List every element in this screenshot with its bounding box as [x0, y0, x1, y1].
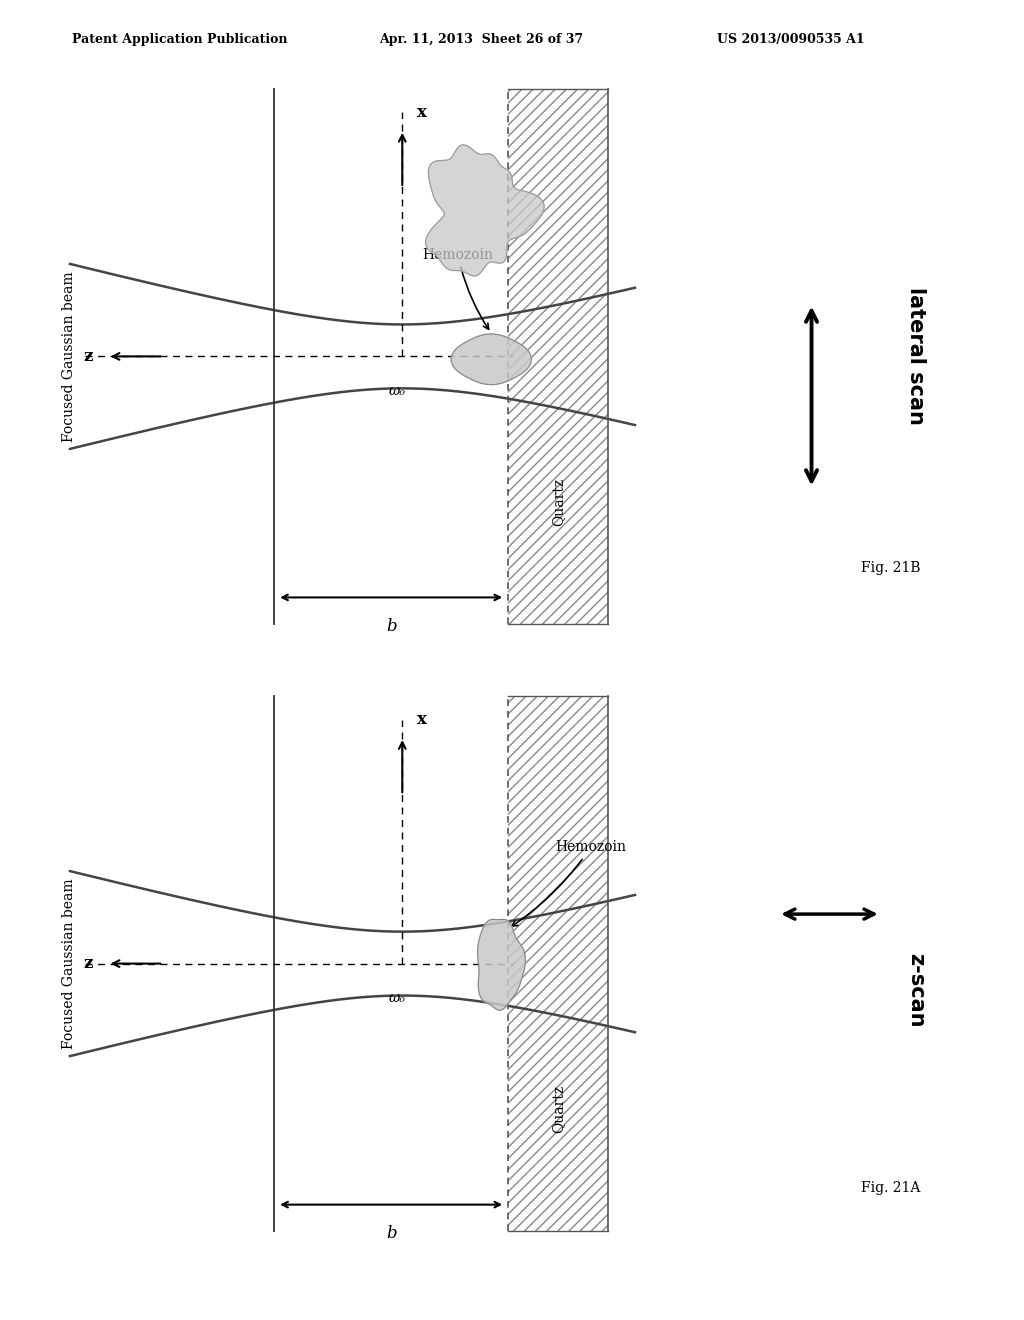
Text: Focused Gaussian beam: Focused Gaussian beam	[61, 878, 76, 1049]
Text: b: b	[386, 1225, 396, 1242]
Text: x: x	[417, 104, 427, 121]
Polygon shape	[452, 334, 531, 384]
Text: z-scan: z-scan	[906, 953, 927, 1027]
Text: Fig. 21B: Fig. 21B	[861, 561, 921, 574]
Polygon shape	[426, 145, 544, 276]
Bar	[508, 697, 608, 1230]
Text: Hemozoin: Hemozoin	[512, 841, 626, 927]
Bar	[508, 90, 608, 623]
Text: Fig. 21A: Fig. 21A	[861, 1181, 921, 1195]
Text: z: z	[84, 348, 93, 364]
Text: Patent Application Publication: Patent Application Publication	[72, 33, 287, 46]
Text: US 2013/0090535 A1: US 2013/0090535 A1	[717, 33, 864, 46]
Text: ω₀: ω₀	[388, 384, 406, 399]
Text: Quartz: Quartz	[551, 478, 565, 525]
Text: x: x	[417, 711, 427, 729]
Polygon shape	[477, 919, 525, 1010]
Text: Quartz: Quartz	[551, 1085, 565, 1133]
Text: Apr. 11, 2013  Sheet 26 of 37: Apr. 11, 2013 Sheet 26 of 37	[379, 33, 583, 46]
Text: z: z	[84, 956, 93, 972]
Text: Focused Gaussian beam: Focused Gaussian beam	[61, 271, 76, 442]
Text: b: b	[386, 618, 396, 635]
Text: Hemozoin: Hemozoin	[422, 248, 494, 329]
Text: ω₀: ω₀	[388, 991, 406, 1006]
Text: lateral scan: lateral scan	[906, 288, 927, 425]
